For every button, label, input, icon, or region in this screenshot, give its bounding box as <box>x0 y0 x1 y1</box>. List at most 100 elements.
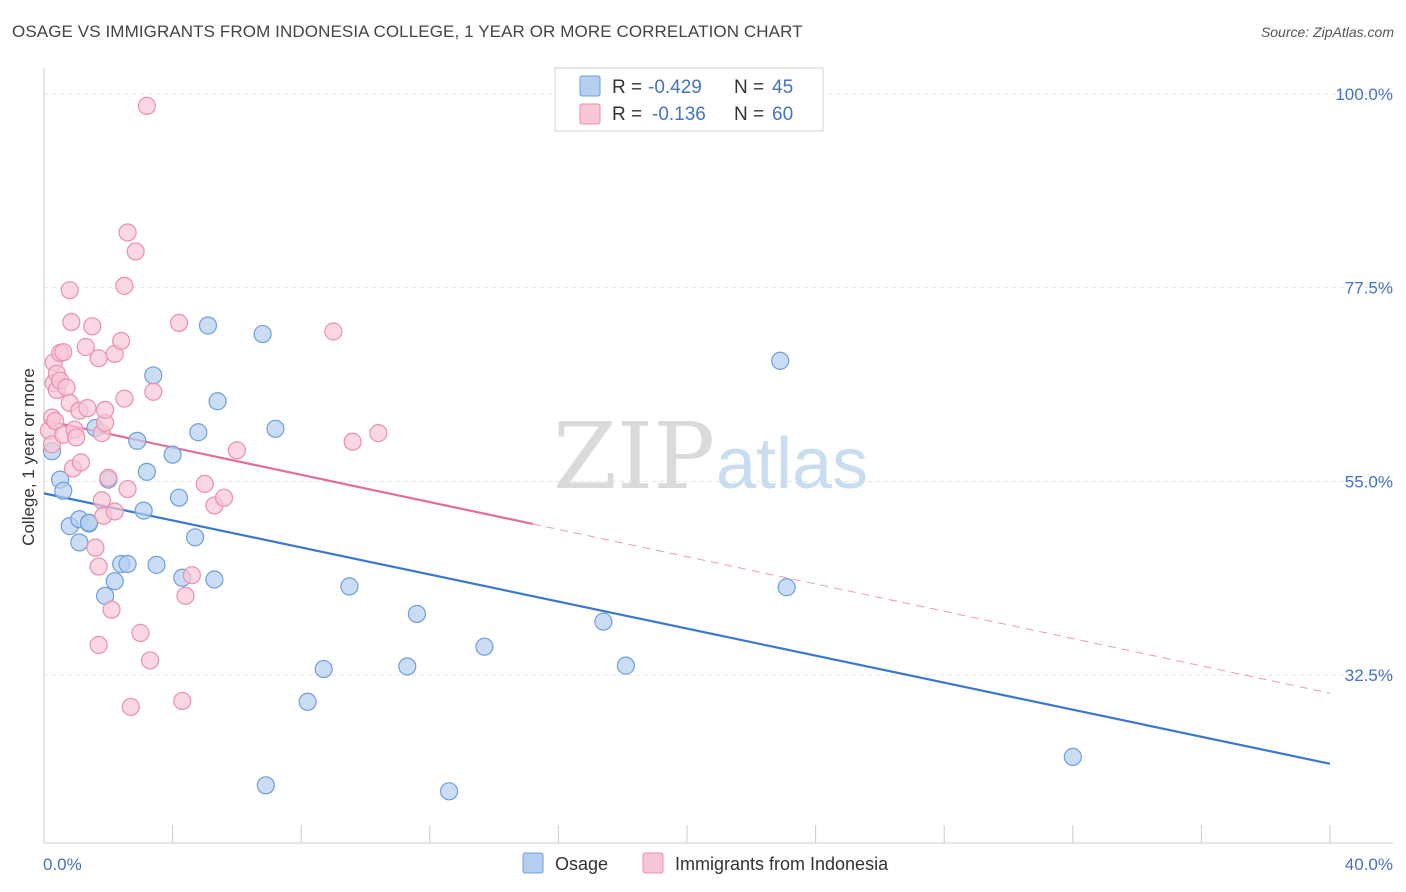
bottom-legend-label-osage: Osage <box>555 854 608 874</box>
legend-r-label-indonesia: R = <box>612 104 642 125</box>
point-indonesia <box>131 623 150 642</box>
point-osage <box>169 488 189 507</box>
point-osage <box>340 577 359 596</box>
point-osage <box>54 481 73 500</box>
point-indonesia <box>76 337 95 357</box>
point-osage <box>1063 747 1082 766</box>
point-indonesia <box>115 389 134 408</box>
point-indonesia <box>95 400 115 419</box>
x-tick-label-min: 0.0% <box>43 855 82 874</box>
watermark-atlas: atlas <box>716 424 868 504</box>
legend-r-value-osage: -0.429 <box>648 77 702 98</box>
points-layer <box>39 96 1082 801</box>
point-osage <box>398 657 417 676</box>
point-indonesia <box>112 331 131 351</box>
bottom-legend-label-indonesia: Immigrants from Indonesia <box>675 854 889 874</box>
legend-n-value-indonesia: 60 <box>772 104 793 125</box>
point-osage <box>147 555 166 574</box>
legend-n-label-osage: N = <box>734 77 764 98</box>
point-indonesia <box>89 635 108 655</box>
point-indonesia <box>57 378 76 397</box>
point-indonesia <box>89 349 108 368</box>
point-indonesia <box>118 223 137 242</box>
point-indonesia <box>86 538 105 557</box>
point-indonesia <box>324 322 343 341</box>
legend-r-label-osage: R = <box>612 77 642 98</box>
point-indonesia <box>173 691 192 711</box>
trendline-indonesia <box>43 419 533 525</box>
point-indonesia <box>169 313 189 332</box>
point-osage <box>128 431 147 450</box>
y-tick-label: 100.0% <box>1335 85 1393 104</box>
legend-n-value-osage: 45 <box>772 77 793 98</box>
point-osage <box>137 462 156 481</box>
point-indonesia <box>214 488 234 507</box>
point-osage <box>189 423 208 442</box>
point-indonesia <box>144 382 163 401</box>
point-indonesia <box>369 424 388 443</box>
point-indonesia <box>99 468 118 487</box>
point-indonesia <box>195 474 214 494</box>
watermark-zip: ZIP <box>553 403 715 510</box>
point-osage <box>105 572 124 591</box>
point-osage <box>79 513 99 532</box>
point-osage <box>256 776 275 795</box>
point-indonesia <box>227 441 246 460</box>
point-osage <box>594 612 613 631</box>
point-indonesia <box>67 428 86 447</box>
point-osage <box>144 366 163 385</box>
point-osage <box>253 324 272 344</box>
point-indonesia <box>121 697 140 717</box>
point-indonesia <box>137 96 156 115</box>
bottom-legend-swatch-indonesia <box>642 852 664 874</box>
point-osage <box>314 659 333 679</box>
point-indonesia <box>343 432 362 451</box>
trendline-osage <box>43 492 1331 765</box>
chart-source: Source: ZipAtlas.com <box>1260 24 1394 40</box>
x-tick-label-max: 40.0% <box>1345 855 1393 874</box>
point-indonesia <box>115 276 134 295</box>
point-osage <box>163 445 182 464</box>
point-indonesia <box>140 651 160 670</box>
point-indonesia <box>54 343 73 362</box>
point-osage <box>439 782 459 801</box>
series-legend: Osage Immigrants from Indonesia <box>522 852 889 874</box>
point-osage <box>134 501 153 520</box>
point-osage <box>70 533 89 552</box>
point-indonesia <box>83 317 102 336</box>
point-indonesia <box>78 399 97 418</box>
point-indonesia <box>71 453 91 472</box>
point-osage <box>198 316 218 335</box>
point-osage <box>407 604 427 624</box>
legend-r-value-indonesia: -0.136 <box>652 104 706 125</box>
point-indonesia <box>105 502 124 521</box>
grid-layer <box>44 93 1393 676</box>
point-indonesia <box>60 281 79 300</box>
watermark: ZIP atlas <box>553 403 868 510</box>
legend-swatch-indonesia <box>579 103 601 125</box>
point-indonesia <box>182 566 201 585</box>
point-osage <box>266 419 285 438</box>
point-indonesia <box>102 600 121 619</box>
y-tick-label: 32.5% <box>1345 666 1393 685</box>
point-osage <box>616 656 636 675</box>
y-axis-title: College, 1 year or more <box>19 368 38 546</box>
legend-swatch-osage <box>579 75 601 97</box>
legend-n-label-indonesia: N = <box>734 104 764 125</box>
point-osage <box>118 554 137 574</box>
y-tick-label: 55.0% <box>1345 472 1393 491</box>
y-tick-labels: 100.0% 77.5% 55.0% 32.5% <box>1335 85 1393 685</box>
point-indonesia <box>89 557 108 576</box>
point-indonesia <box>46 411 65 431</box>
bottom-legend-swatch-osage <box>522 852 544 874</box>
point-osage <box>475 637 494 656</box>
point-indonesia <box>118 479 137 499</box>
point-osage <box>205 570 224 589</box>
point-osage <box>771 351 790 370</box>
y-tick-label: 77.5% <box>1345 279 1393 298</box>
point-osage <box>777 578 796 597</box>
correlation-legend: R = -0.429 N = 45 R = -0.136 N = 60 <box>554 67 824 132</box>
point-indonesia <box>126 242 145 261</box>
trend-layer <box>43 419 1331 765</box>
